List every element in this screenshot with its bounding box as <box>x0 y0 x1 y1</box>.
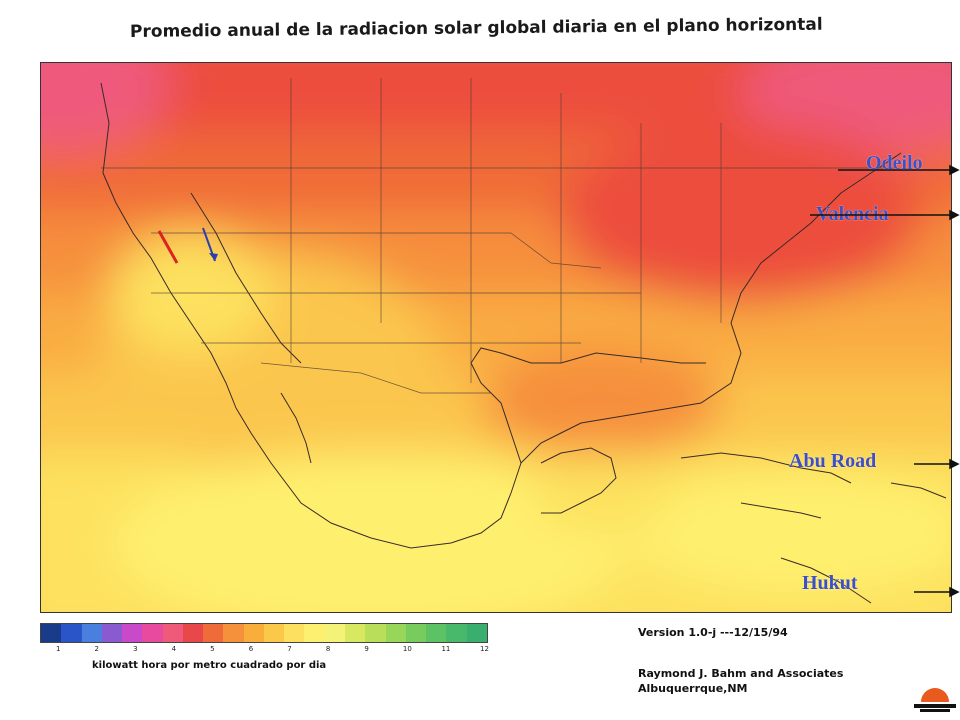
scale-swatch <box>203 624 224 642</box>
credits-location: Albuquerrque,NM <box>638 682 748 695</box>
scale-tick: 3 <box>133 645 138 653</box>
scale-swatch <box>365 624 386 642</box>
sun-logo-icon <box>914 688 956 712</box>
scale-tick: 1 <box>56 645 61 653</box>
scale-swatch <box>263 624 285 642</box>
scale-tick: 5 <box>210 645 215 653</box>
scale-tick: 9 <box>364 645 369 653</box>
scale-swatch <box>182 624 204 642</box>
solar-radiation-map <box>40 62 952 613</box>
scale-swatch <box>344 624 366 642</box>
scale-tick: 4 <box>171 645 177 653</box>
credits: Raymond J. Bahm and Associates Albuquerr… <box>638 666 843 696</box>
version-text: Version 1.0-j ---12/15/94 <box>638 626 788 639</box>
scale-unit-caption: kilowatt hora por metro cuadrado por dia <box>92 660 327 671</box>
scale-swatch <box>122 624 143 642</box>
scale-tick-labels: 1 2 3 4 5 6 7 8 9 10 11 12 <box>40 645 489 659</box>
scale-swatch <box>304 624 325 642</box>
border-outlines <box>101 78 901 394</box>
scale-swatch <box>385 624 406 642</box>
scale-swatch <box>324 624 345 642</box>
scale-swatch <box>61 624 82 642</box>
scale-swatch <box>243 624 264 642</box>
map-canvas <box>41 63 951 612</box>
scale-swatch <box>81 624 102 642</box>
label-valencia: Valencia <box>816 203 889 225</box>
scale-tick: 6 <box>248 645 254 653</box>
scale-tick: 12 <box>480 645 489 653</box>
scale-swatch <box>426 624 447 642</box>
label-odeilo: Odeilo <box>866 152 923 174</box>
credits-company: Raymond J. Bahm and Associates <box>638 667 844 680</box>
radiation-bands <box>41 63 951 612</box>
label-hukut: Hukut <box>802 572 858 594</box>
scale-tick: 10 <box>402 645 412 653</box>
label-abu-road: Abu Road <box>789 450 877 472</box>
scale-swatch <box>41 624 62 642</box>
scale-tick: 2 <box>94 645 99 653</box>
scale-swatch <box>142 624 163 642</box>
scale-tick: 8 <box>325 645 331 653</box>
scale-swatch <box>405 624 427 642</box>
scale-swatch <box>466 624 487 642</box>
site-arrows-map <box>157 227 218 264</box>
scale-tick: 11 <box>441 645 451 653</box>
scale-swatch <box>223 624 244 642</box>
scale-swatch <box>446 624 467 642</box>
scale-swatch <box>101 624 123 642</box>
scale-tick: 7 <box>287 645 292 653</box>
scale-swatch <box>162 624 183 642</box>
radiation-color-scale <box>40 623 488 643</box>
scale-swatch <box>284 624 305 642</box>
